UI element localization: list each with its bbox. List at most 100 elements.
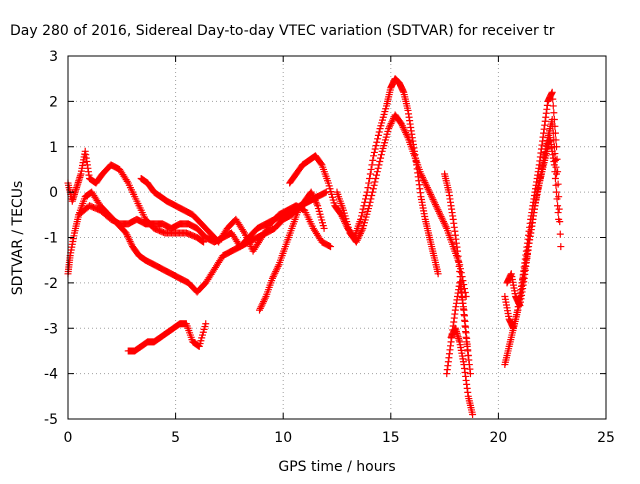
data-point — [260, 296, 268, 304]
data-point — [310, 193, 318, 201]
data-point — [369, 185, 377, 193]
chart-title: Day 280 of 2016, Sidereal Day-to-day VTE… — [10, 23, 555, 39]
data-point — [433, 204, 441, 212]
data-point — [552, 181, 560, 189]
data-point — [428, 194, 436, 202]
data-point — [369, 188, 377, 196]
y-tick-label: -3 — [44, 321, 58, 337]
data-point — [258, 301, 266, 309]
data-point — [398, 120, 406, 128]
y-tick-label: 3 — [49, 49, 58, 65]
data-point — [358, 209, 366, 217]
y-tick-label: -5 — [44, 412, 58, 428]
y-tick-label: 0 — [49, 185, 58, 201]
data-point — [368, 161, 376, 169]
data-point — [402, 130, 410, 138]
data-point — [202, 320, 210, 328]
data-point — [312, 198, 320, 206]
data-point — [272, 266, 280, 274]
data-point — [125, 234, 133, 242]
data-point — [386, 121, 394, 129]
data-point — [270, 271, 278, 279]
data-point — [434, 270, 442, 278]
data-point — [365, 179, 373, 187]
data-point — [373, 168, 381, 176]
data-point — [352, 238, 360, 246]
x-axis-ticks: 0 5 10 15 20 25 — [64, 56, 615, 446]
data-point — [367, 165, 375, 173]
y-tick-label: 1 — [49, 140, 58, 156]
data-point — [271, 269, 279, 277]
data-point — [366, 175, 374, 183]
data-point — [337, 211, 345, 219]
y-axis-ticks: -5 -4 -3 -2 -1 0 1 2 3 — [44, 49, 606, 428]
data-point — [273, 264, 281, 272]
data-point — [374, 131, 382, 139]
data-point — [436, 211, 444, 219]
data-point — [357, 228, 365, 236]
y-tick-label: -1 — [44, 231, 58, 247]
data-point — [424, 185, 432, 193]
data-point — [374, 135, 382, 143]
data-point — [385, 125, 393, 133]
data-point — [464, 351, 472, 359]
data-point — [555, 205, 563, 213]
data-point — [356, 230, 364, 238]
data-point — [259, 299, 267, 307]
data-point — [398, 122, 406, 130]
data-point — [435, 207, 443, 215]
data-point — [310, 195, 318, 203]
data-point — [385, 123, 393, 131]
data-point — [372, 142, 380, 150]
data-point — [551, 175, 559, 183]
data-point — [366, 170, 374, 178]
data-point — [440, 218, 448, 226]
data-point — [256, 306, 264, 314]
data-point — [377, 151, 385, 159]
data-point — [418, 172, 426, 180]
data-point — [239, 227, 247, 235]
data-point — [549, 102, 557, 110]
data-point — [256, 304, 264, 312]
data-point — [274, 262, 282, 270]
data-point — [371, 178, 379, 186]
data-point — [419, 175, 427, 183]
data-point — [125, 236, 133, 244]
x-tick-label: 0 — [64, 430, 73, 446]
data-point — [434, 206, 442, 214]
data-point — [422, 180, 430, 188]
x-tick-label: 5 — [171, 430, 180, 446]
x-tick-label: 10 — [274, 430, 292, 446]
plot-area — [64, 75, 565, 418]
y-tick-label: -4 — [44, 367, 58, 383]
data-point — [327, 243, 335, 251]
data-point — [421, 178, 429, 186]
data-point — [469, 410, 477, 418]
data-point — [376, 157, 384, 165]
data-point — [356, 231, 364, 239]
data-point — [366, 198, 374, 206]
grid — [68, 56, 606, 419]
data-point — [425, 187, 433, 195]
data-point — [420, 177, 428, 185]
data-point — [427, 192, 435, 200]
data-point — [551, 168, 559, 176]
data-point — [354, 235, 362, 243]
data-point — [387, 119, 395, 127]
data-point — [439, 216, 447, 224]
data-point — [466, 370, 474, 378]
data-point — [423, 184, 431, 192]
data-point — [400, 125, 408, 133]
data-point — [260, 298, 268, 306]
data-point — [432, 202, 440, 210]
data-point — [320, 224, 328, 232]
data-point — [554, 209, 562, 217]
data-point — [358, 226, 366, 234]
data-point — [200, 238, 208, 246]
data-point — [388, 118, 396, 126]
data-point — [317, 160, 325, 168]
data-point — [272, 268, 280, 276]
data-point — [370, 181, 378, 189]
data-point — [123, 231, 131, 239]
data-point — [126, 237, 134, 245]
